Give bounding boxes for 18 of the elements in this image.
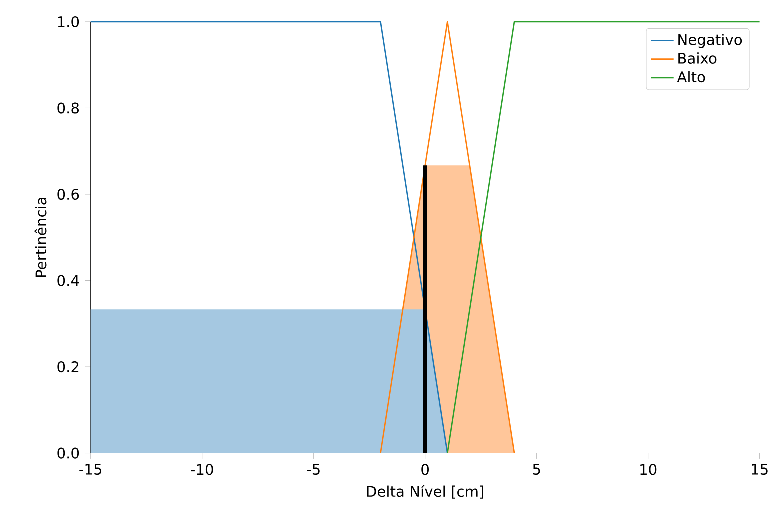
y-tick-label: 0.4 xyxy=(58,275,80,286)
x-tick-label: 0 xyxy=(422,464,430,476)
x-axis-title: Delta Nível [cm] xyxy=(367,485,484,499)
legend-label: Alto xyxy=(677,71,706,83)
x-tick-label: 10 xyxy=(640,464,657,476)
x-tick-label: 5 xyxy=(533,464,540,475)
x-tick-label: 15 xyxy=(752,464,768,475)
x-tick-label: -5 xyxy=(307,464,320,475)
x-tick-label: -10 xyxy=(191,464,214,476)
y-tick-label: 0.6 xyxy=(58,188,80,200)
x-tick-label: -15 xyxy=(80,464,102,475)
y-tick-label: 0.0 xyxy=(58,448,80,459)
legend-label: Negativo xyxy=(678,34,742,48)
y-tick-label: 1.0 xyxy=(58,16,80,28)
y-axis-title: Pertinência xyxy=(34,198,47,277)
legend-label: Baixo xyxy=(678,52,717,64)
y-tick-label: 0.2 xyxy=(58,361,79,372)
y-tick-label: 0.8 xyxy=(58,102,80,114)
